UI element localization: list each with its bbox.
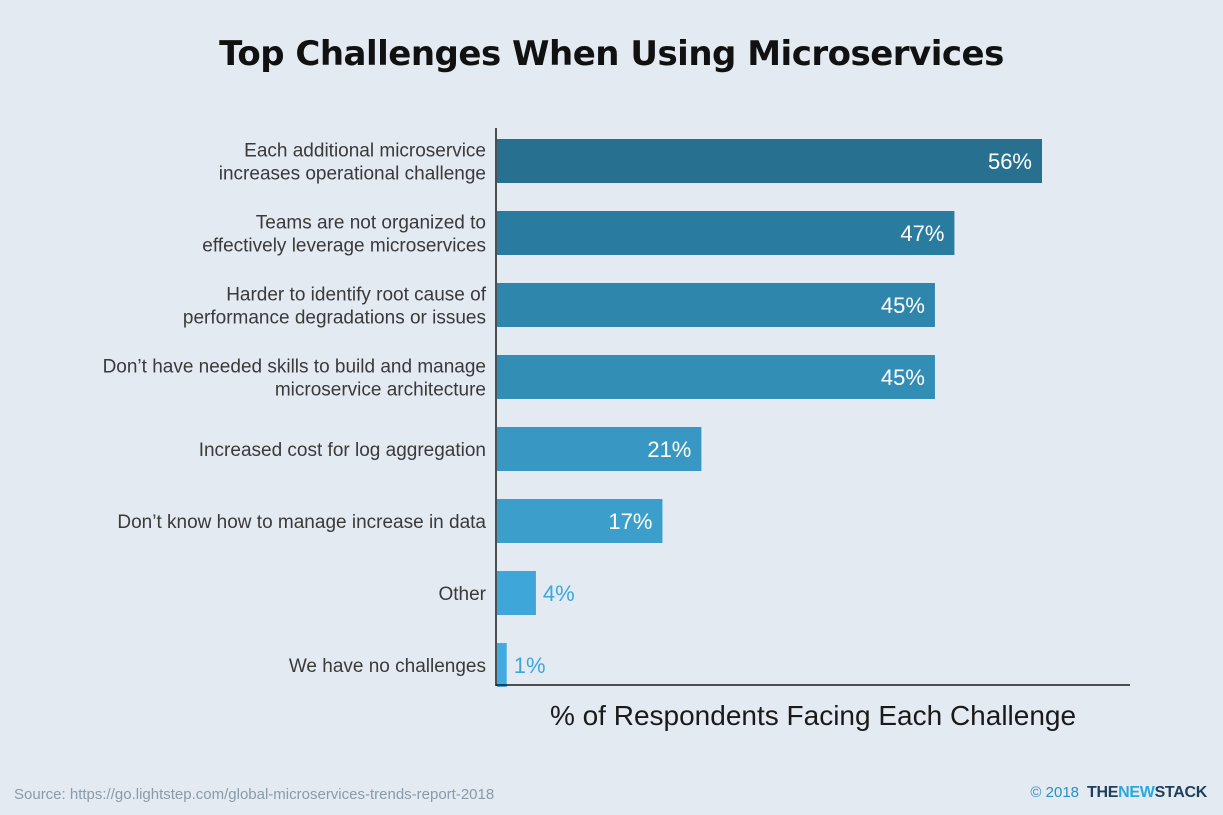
bar <box>497 643 507 687</box>
category-label: Increased cost for log aggregation <box>199 440 486 461</box>
source-note: Source: https://go.lightstep.com/global-… <box>14 786 495 803</box>
value-label: 1% <box>514 653 546 678</box>
footer-credit: © 2018 THENEWSTACK <box>1030 784 1207 802</box>
value-label: 17% <box>608 509 652 534</box>
value-label: 45% <box>881 365 925 390</box>
bar <box>497 427 702 471</box>
bar <box>497 571 536 615</box>
category-label: performance degradations or issues <box>183 308 486 329</box>
category-label: effectively leverage microservices <box>202 236 486 257</box>
category-label: increases operational challenge <box>219 164 486 185</box>
bar <box>497 499 663 543</box>
brand-part-2: NEW <box>1118 784 1155 801</box>
bar-chart: 56% Each additional microserviceincreases… <box>103 128 1130 731</box>
value-label: 47% <box>900 221 944 246</box>
category-label: Teams are not organized to <box>256 213 486 234</box>
value-label: 21% <box>647 437 691 462</box>
category-label: Harder to identify root cause of <box>226 285 487 306</box>
category-label: Each additional microservice <box>244 141 486 162</box>
bar <box>497 211 955 255</box>
value-label: 56% <box>988 149 1032 174</box>
category-label: microservice architecture <box>275 380 486 401</box>
brand-part-3: STACK <box>1154 784 1208 801</box>
bar <box>497 139 1042 183</box>
value-label: 45% <box>881 293 925 318</box>
bars-layer: 56% Each additional microserviceincreases… <box>103 139 1042 687</box>
category-label: Don’t have needed skills to build and ma… <box>103 357 486 378</box>
bar <box>497 283 935 327</box>
value-label: 4% <box>543 581 575 606</box>
brand-logo: THENEWSTACK <box>1087 784 1207 802</box>
category-label: Other <box>438 584 486 605</box>
brand-part-1: THE <box>1087 784 1119 801</box>
copyright-text: © 2018 <box>1030 784 1080 801</box>
category-label: We have no challenges <box>289 656 486 677</box>
x-axis-title: % of Respondents Facing Each Challenge <box>550 700 1076 731</box>
chart-title: Top Challenges When Using Microservices <box>219 34 1004 74</box>
bar <box>497 355 935 399</box>
category-label: Don’t know how to manage increase in dat… <box>117 512 486 533</box>
